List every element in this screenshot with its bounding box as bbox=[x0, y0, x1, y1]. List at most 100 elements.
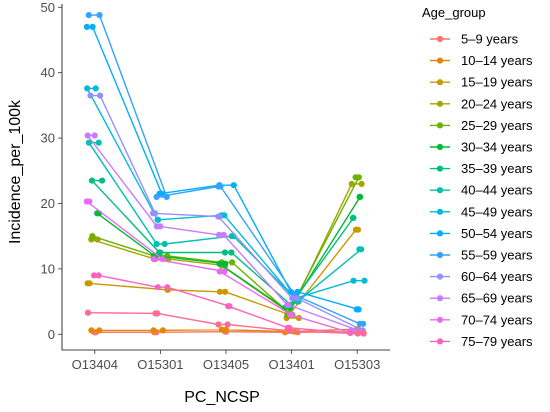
data-point bbox=[91, 132, 98, 139]
legend-label: 70–74 years bbox=[461, 312, 533, 327]
data-point bbox=[215, 321, 222, 328]
data-point bbox=[92, 85, 99, 92]
data-point bbox=[220, 231, 227, 238]
data-point bbox=[293, 295, 300, 302]
plot-area bbox=[83, 12, 368, 337]
legend-key-point bbox=[436, 165, 444, 172]
data-point bbox=[230, 182, 237, 189]
data-point bbox=[88, 177, 96, 184]
legend-label: 75–79 years bbox=[461, 334, 533, 349]
data-point bbox=[83, 23, 90, 30]
data-point bbox=[286, 327, 293, 335]
legend-key-point bbox=[436, 35, 444, 43]
legend-label: 50–54 years bbox=[461, 226, 533, 241]
data-point bbox=[222, 288, 229, 295]
y-axis-title: Incidence_per_100k bbox=[7, 99, 24, 244]
data-point bbox=[221, 268, 228, 275]
data-point bbox=[218, 326, 225, 333]
legend-title: Age_group bbox=[422, 5, 486, 20]
data-point bbox=[99, 177, 106, 184]
data-point bbox=[228, 249, 235, 256]
legend-key-point bbox=[436, 122, 444, 129]
data-point bbox=[216, 288, 223, 295]
legend-label: 5–9 years bbox=[461, 32, 519, 47]
legend-label: 30–34 years bbox=[461, 140, 533, 155]
series-line bbox=[90, 179, 355, 306]
legend-label: 40–44 years bbox=[461, 183, 533, 198]
data-point bbox=[157, 249, 164, 256]
data-point bbox=[164, 284, 171, 291]
legend: Age_group 5–9 years 10–14 years 15–19 year… bbox=[422, 5, 533, 349]
data-point bbox=[90, 272, 98, 279]
data-point bbox=[95, 139, 102, 146]
data-point bbox=[360, 320, 367, 327]
data-point bbox=[95, 272, 102, 279]
data-point bbox=[150, 327, 157, 334]
data-point bbox=[360, 330, 367, 337]
data-point bbox=[361, 277, 368, 284]
data-point bbox=[150, 256, 157, 263]
x-axis-title: PC_NCSP bbox=[184, 389, 260, 406]
data-point bbox=[356, 193, 363, 200]
x-tick-label: O13405 bbox=[203, 357, 249, 372]
data-point bbox=[87, 92, 94, 99]
legend-key-point bbox=[436, 57, 444, 64]
data-point bbox=[221, 212, 228, 219]
legend-label: 55–59 years bbox=[461, 248, 533, 263]
legend-label: 60–64 years bbox=[461, 269, 533, 284]
data-point bbox=[89, 233, 96, 240]
data-point bbox=[287, 311, 294, 318]
legend-key-point bbox=[436, 100, 444, 107]
data-point bbox=[349, 214, 357, 221]
series-line bbox=[90, 94, 364, 332]
data-point bbox=[289, 295, 296, 302]
data-point bbox=[149, 210, 157, 217]
legend-key-point bbox=[436, 187, 444, 194]
data-point bbox=[83, 198, 90, 205]
legend-key-point bbox=[436, 295, 444, 302]
y-tick-label: 40 bbox=[41, 65, 55, 80]
data-point bbox=[84, 85, 91, 92]
data-point bbox=[159, 327, 166, 334]
data-point bbox=[157, 223, 164, 230]
legend-key-point bbox=[436, 208, 444, 215]
legend-key-point bbox=[436, 230, 444, 237]
data-point bbox=[89, 23, 96, 30]
x-tick-label: O13404 bbox=[72, 357, 118, 372]
data-point bbox=[216, 260, 223, 267]
y-tick-label: 50 bbox=[41, 0, 55, 15]
legend-key-point bbox=[436, 143, 444, 151]
data-point bbox=[154, 310, 161, 317]
data-point bbox=[353, 306, 360, 313]
data-point bbox=[154, 284, 161, 291]
data-point bbox=[217, 183, 224, 190]
y-tick-label: 0 bbox=[48, 327, 55, 342]
y-tick-label: 30 bbox=[41, 131, 55, 146]
x-tick-label: O15301 bbox=[137, 357, 183, 372]
x-tick-label: O13401 bbox=[268, 357, 314, 372]
data-point bbox=[159, 256, 166, 263]
legend-label: 20–24 years bbox=[461, 96, 533, 111]
data-point bbox=[94, 210, 101, 217]
y-tick-label: 20 bbox=[41, 196, 55, 211]
legend-label: 35–39 years bbox=[461, 161, 533, 176]
data-point bbox=[354, 226, 362, 233]
data-point bbox=[216, 268, 223, 275]
data-point bbox=[85, 139, 92, 146]
legend-key-point bbox=[436, 338, 444, 345]
data-point bbox=[84, 132, 91, 139]
data-point bbox=[155, 216, 162, 223]
legend-label: 25–29 years bbox=[461, 118, 533, 133]
data-point bbox=[96, 327, 103, 334]
data-point bbox=[352, 174, 359, 181]
data-point bbox=[84, 309, 91, 316]
axes: Incidence_per_100k PC_NCSP 0 10 20 30 40 50 O1… bbox=[7, 0, 390, 406]
data-point bbox=[350, 277, 357, 284]
data-point bbox=[84, 280, 91, 287]
data-point bbox=[225, 303, 232, 310]
data-point bbox=[215, 213, 222, 220]
legend-key-point bbox=[436, 316, 444, 323]
series-line bbox=[87, 312, 364, 335]
data-point bbox=[358, 180, 365, 187]
data-point bbox=[222, 260, 229, 267]
